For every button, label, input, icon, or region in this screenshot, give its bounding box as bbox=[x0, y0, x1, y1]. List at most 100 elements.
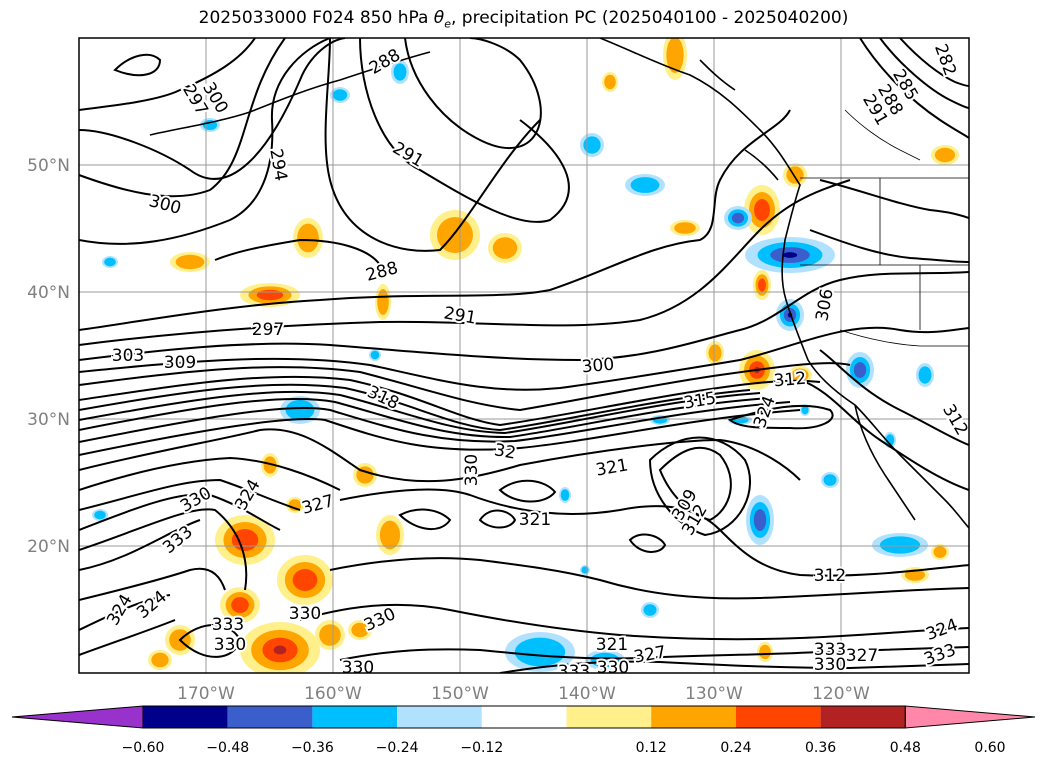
precip-cell bbox=[348, 620, 372, 640]
precip-cell bbox=[663, 38, 687, 80]
precip-cell bbox=[315, 620, 345, 650]
precip-cell bbox=[776, 299, 804, 331]
contour-label: 333 bbox=[814, 640, 846, 660]
colorbar-segment bbox=[651, 706, 736, 728]
contour-label: 312 bbox=[773, 369, 807, 392]
lat-label: 40°N bbox=[27, 283, 70, 303]
precip-cell bbox=[240, 622, 320, 673]
lat-label: 50°N bbox=[27, 156, 70, 176]
colorbar-tick-label: −0.36 bbox=[291, 740, 334, 756]
contour-label: 321 bbox=[519, 510, 551, 530]
precip-cell bbox=[753, 270, 771, 300]
precip-cell bbox=[391, 60, 409, 84]
lon-label: 130°W bbox=[685, 684, 743, 704]
colorbar-tick-label: 0.12 bbox=[636, 740, 667, 756]
precip-cell bbox=[872, 533, 928, 557]
precip-cell bbox=[369, 349, 381, 361]
colorbar-tick-label: −0.48 bbox=[206, 740, 249, 756]
lon-label: 160°W bbox=[304, 684, 362, 704]
precip-cell bbox=[102, 256, 118, 268]
contour-label: 303 bbox=[112, 346, 144, 366]
precip-cell bbox=[220, 587, 260, 623]
precip-cell bbox=[280, 396, 320, 424]
longitude-labels: 170°W 160°W 150°W 140°W 130°W 120°W bbox=[177, 684, 870, 704]
precip-cell bbox=[559, 487, 571, 503]
precip-cell bbox=[724, 206, 752, 230]
latitude-labels: 50°N 40°N 30°N 20°N bbox=[27, 156, 70, 557]
precip-cell bbox=[931, 544, 949, 560]
lon-label: 170°W bbox=[177, 684, 235, 704]
contour-label: 333 bbox=[558, 662, 590, 682]
lon-label: 140°W bbox=[558, 684, 616, 704]
contour-label: 321 bbox=[596, 635, 628, 655]
precip-cell bbox=[585, 650, 625, 670]
colorbar bbox=[11, 705, 1036, 729]
lat-label: 20°N bbox=[27, 537, 70, 557]
precip-cell bbox=[745, 237, 835, 273]
colorbar-tick-label: −0.24 bbox=[376, 740, 419, 756]
contour-label: 312 bbox=[814, 566, 846, 586]
contour-label: 330 bbox=[342, 658, 374, 678]
precip-cell bbox=[330, 87, 350, 103]
precip-cell bbox=[931, 145, 959, 165]
colorbar-segment bbox=[735, 706, 821, 728]
precip-cell bbox=[488, 233, 522, 263]
colorbar-tick-label: 0.48 bbox=[890, 740, 921, 756]
precip-cell bbox=[376, 515, 404, 555]
precip-cell bbox=[602, 72, 618, 92]
contour-label: 330 bbox=[214, 635, 246, 655]
precip-cell bbox=[261, 453, 279, 477]
precip-cell bbox=[580, 133, 604, 157]
precip-cell bbox=[625, 174, 665, 196]
colorbar-segment bbox=[312, 706, 398, 728]
colorbar-segment bbox=[820, 706, 906, 728]
contour-label: 309 bbox=[164, 353, 196, 373]
precip-cell bbox=[293, 218, 323, 258]
contour-label: 315 bbox=[682, 388, 717, 413]
precip-cell bbox=[580, 565, 590, 575]
plot-frame bbox=[78, 37, 970, 674]
contour-label: 333 bbox=[212, 615, 244, 635]
colorbar-segment bbox=[227, 706, 313, 728]
precip-cell bbox=[788, 366, 812, 384]
contour-label: 327 bbox=[846, 646, 878, 666]
colorbar-segment bbox=[143, 706, 228, 728]
precip-cell bbox=[170, 252, 210, 272]
colorbar-tick-label: 0.60 bbox=[974, 740, 1005, 756]
precipitation-shading bbox=[92, 38, 959, 673]
coastlines bbox=[149, 38, 969, 529]
precip-cell bbox=[375, 284, 391, 320]
theta-e-contours bbox=[79, 38, 969, 673]
contour-label: 330 bbox=[289, 604, 321, 624]
precip-cell bbox=[744, 185, 780, 235]
colorbar-ticks: −0.60 −0.48 −0.36 −0.24 −0.12 0.12 0.24 0.36 0.4… bbox=[122, 740, 1006, 756]
precip-cell bbox=[670, 220, 700, 236]
colorbar-extend-high bbox=[904, 705, 1036, 729]
page-title: 2025033000 F024 850 hPa θe, precipitatio… bbox=[198, 8, 849, 31]
precip-cell bbox=[148, 650, 172, 670]
colorbar-segment bbox=[481, 706, 567, 728]
precip-cell bbox=[92, 509, 108, 521]
precip-cell bbox=[916, 363, 934, 387]
precip-cell bbox=[783, 163, 807, 187]
precip-cell bbox=[746, 495, 774, 545]
precip-cell bbox=[757, 642, 773, 662]
colorbar-tick-label: 0.36 bbox=[805, 740, 836, 756]
colorbar-extend-low bbox=[11, 705, 144, 729]
precip-cell bbox=[706, 341, 724, 365]
contour-label: 32 bbox=[493, 440, 518, 463]
precip-cell bbox=[505, 632, 575, 672]
contour-label: 330 bbox=[814, 655, 846, 675]
colorbar-segment bbox=[566, 706, 652, 728]
lon-label: 120°W bbox=[812, 684, 870, 704]
lon-label: 150°W bbox=[431, 684, 489, 704]
precip-cell bbox=[641, 602, 659, 618]
lat-label: 30°N bbox=[27, 410, 70, 430]
precip-cell bbox=[821, 472, 839, 488]
colorbar-tick-label: −0.12 bbox=[460, 740, 503, 756]
contour-label: 330 bbox=[462, 454, 482, 486]
borders bbox=[800, 109, 969, 347]
contour-label: 297 bbox=[252, 320, 284, 340]
